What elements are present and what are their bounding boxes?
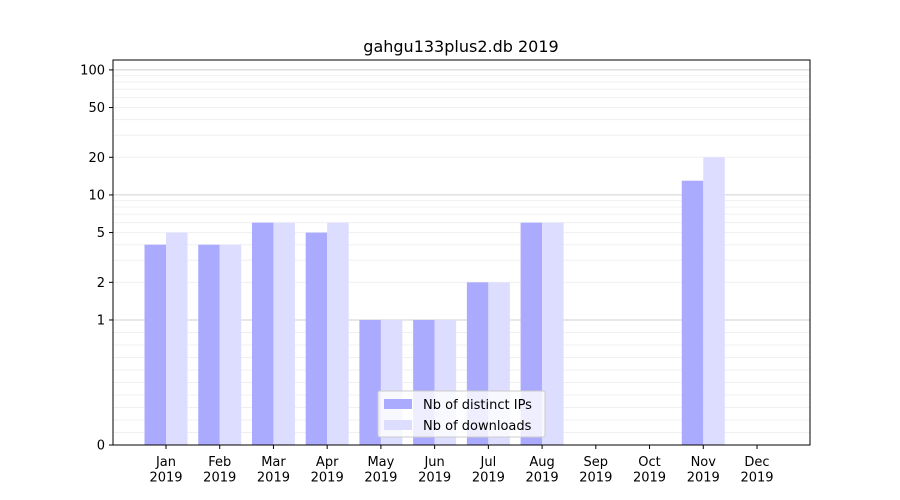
y-tick-label: 20: [88, 151, 105, 166]
y-tick-label: 2: [97, 276, 105, 291]
bar-ips: [359, 319, 381, 445]
x-tick-label: Feb 2019: [203, 455, 236, 486]
y-tick-label: 50: [88, 101, 105, 116]
x-tick-label: Dec 2019: [740, 455, 773, 486]
bar-ips: [520, 222, 543, 445]
bar-downloads: [273, 222, 295, 445]
axes-frame: [112, 59, 811, 446]
bar-downloads: [327, 222, 349, 445]
bar-ips: [681, 180, 704, 445]
x-tick-label: Nov 2019: [687, 455, 720, 486]
x-tick-label: Jan 2019: [149, 455, 182, 486]
x-tick-label: May 2019: [364, 455, 397, 486]
x-tick-label: Jul 2019: [472, 455, 505, 486]
y-tick-label: 0: [97, 439, 105, 454]
y-tick-label: 10: [88, 188, 105, 203]
y-tick-label: 5: [97, 226, 105, 241]
legend-swatch: [384, 420, 412, 430]
bar-ips: [144, 244, 166, 445]
x-tick-label: Oct 2019: [633, 455, 666, 486]
legend-label: Nb of distinct IPs: [423, 398, 532, 413]
y-tick-label: 100: [80, 63, 105, 78]
bar-ips: [198, 244, 220, 445]
legend-label: Nb of downloads: [423, 419, 532, 434]
bar-downloads: [166, 232, 188, 445]
legend-swatch: [384, 399, 412, 409]
axes-layer: 0 1 2 5 10 20 50 100 Jan 2019 Feb 2019 Mar 2019 Apr 201…: [80, 59, 811, 486]
x-tick-label: Sep 2019: [579, 455, 612, 486]
legend: Nb of distinct IPs Nb of downloads: [377, 390, 546, 438]
legend-box: [377, 390, 546, 438]
bar-ips: [305, 232, 328, 445]
bar-downloads: [219, 244, 242, 445]
x-tick-label: Aug 2019: [526, 455, 559, 486]
chart-title: gahgu133plus2.db 2019: [363, 37, 558, 56]
bar-ips: [251, 222, 274, 445]
x-tick-label: Jun 2019: [418, 455, 451, 486]
x-tick-label: Apr 2019: [311, 455, 344, 486]
y-tick-label: 1: [97, 313, 105, 328]
bar-downloads: [703, 157, 725, 445]
x-tick-label: Mar 2019: [257, 455, 290, 486]
bar-downloads: [542, 222, 564, 445]
